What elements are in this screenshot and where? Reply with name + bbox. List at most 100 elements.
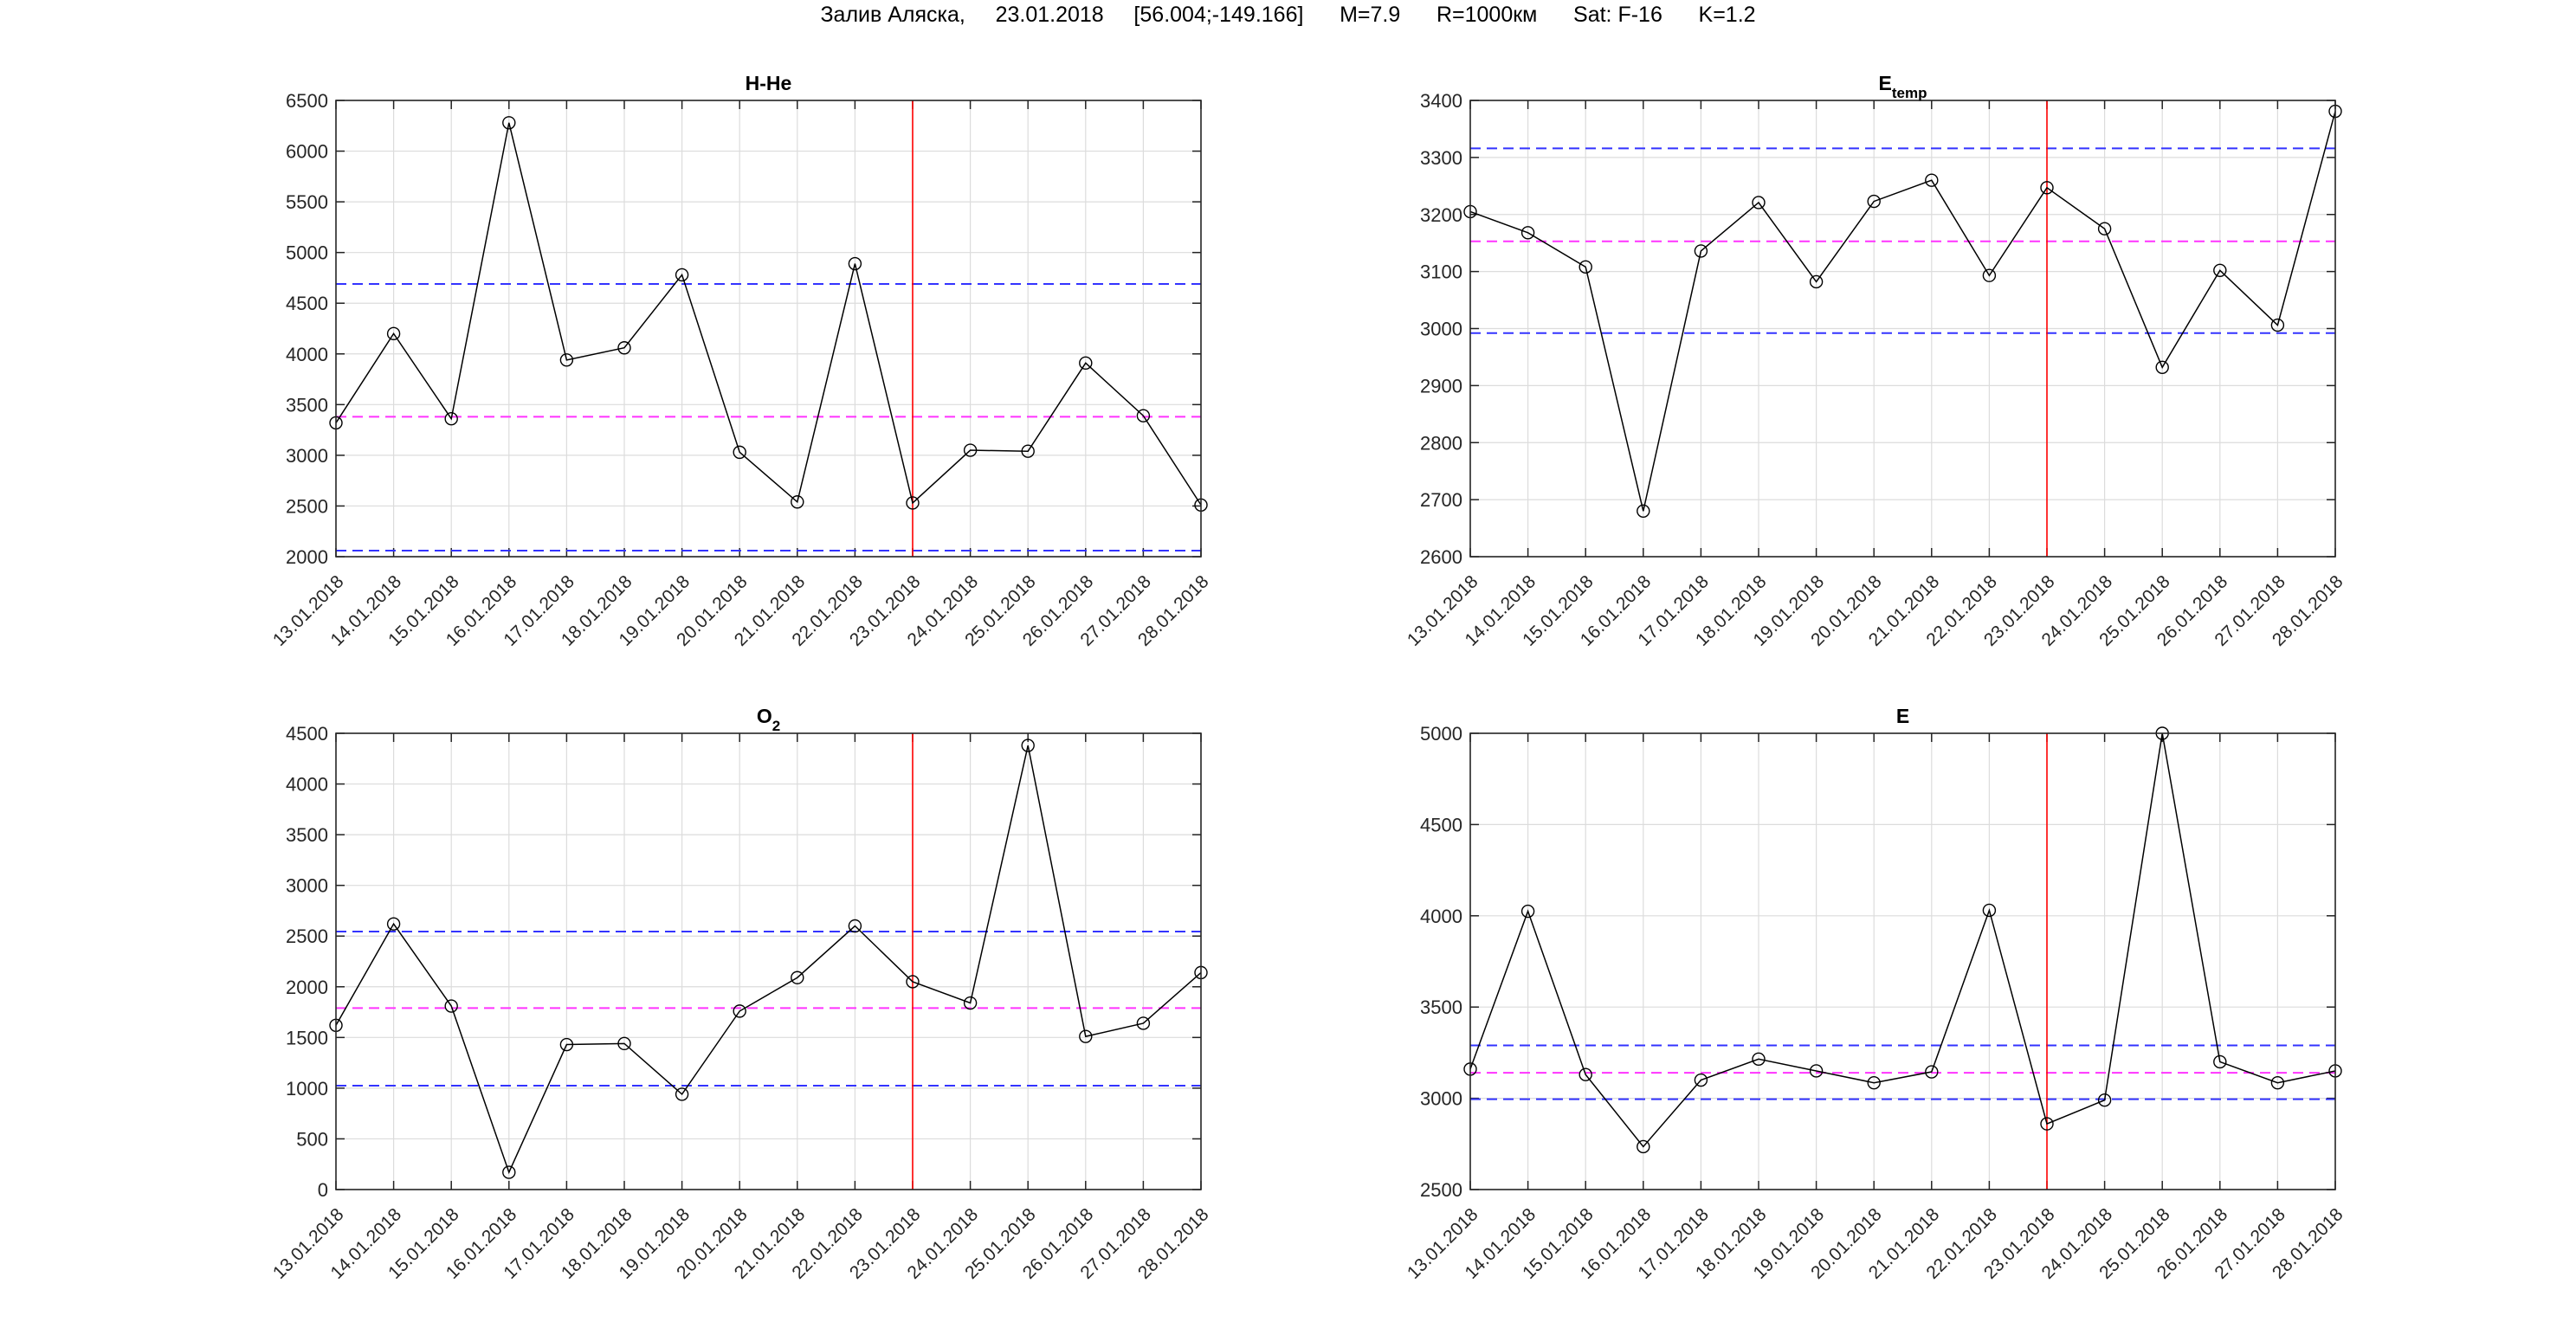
- y-tick-label: 4500: [286, 723, 328, 745]
- data-point: [502, 116, 516, 130]
- y-tick-label: 3200: [1420, 204, 1462, 226]
- y-tick-label: 2800: [1420, 432, 1462, 454]
- data-point: [1021, 738, 1035, 752]
- chart-title: E: [1896, 705, 1909, 727]
- data-point: [1136, 1016, 1151, 1030]
- data-point: [848, 256, 862, 271]
- y-tick-label: 0: [318, 1179, 328, 1201]
- chart-2: 05001000150020002500300035004000450013.0…: [269, 705, 1213, 1283]
- chart-3: 25003000350040004500500013.01.201814.01.…: [1404, 705, 2347, 1283]
- data-point: [2040, 1117, 2054, 1131]
- data-point: [906, 975, 920, 989]
- chart-title: Etemp: [1879, 72, 1927, 101]
- y-tick-label: 2700: [1420, 489, 1462, 511]
- y-tick-label: 2500: [1420, 1179, 1462, 1201]
- data-point: [2097, 222, 2112, 235]
- data-point: [1867, 194, 1881, 209]
- chart-title: O2: [757, 705, 780, 734]
- series-line: [1469, 732, 2336, 1148]
- data-point: [1694, 244, 1708, 258]
- y-tick-label: 3000: [286, 445, 328, 467]
- series-line: [1469, 111, 2336, 512]
- y-tick-label: 3000: [1420, 1088, 1462, 1110]
- chart-title-subscript: temp: [1892, 85, 1927, 101]
- y-tick-label: 4000: [286, 344, 328, 365]
- data-point: [444, 999, 458, 1013]
- data-point: [1637, 1139, 1650, 1154]
- data-point: [733, 445, 746, 460]
- axes-frame: [335, 732, 1202, 1190]
- axes-frame: [335, 100, 1202, 558]
- data-point: [675, 1087, 689, 1101]
- data-point: [617, 1036, 631, 1051]
- chart-1: 26002700280029003000310032003300340013.0…: [1404, 72, 2347, 650]
- data-point: [791, 495, 804, 509]
- chart-title-subscript: 2: [772, 718, 780, 734]
- data-point: [386, 326, 401, 341]
- y-tick-label: 5000: [1420, 723, 1462, 745]
- data-point: [2213, 1054, 2227, 1069]
- y-tick-label: 3300: [1420, 147, 1462, 169]
- data-point: [1925, 173, 1939, 187]
- data-point: [1520, 904, 1535, 919]
- y-tick-label: 5500: [286, 191, 328, 213]
- y-tick-label: 6000: [286, 141, 328, 163]
- y-tick-label: 2000: [286, 546, 328, 568]
- data-point: [617, 341, 631, 355]
- data-point: [2155, 360, 2169, 374]
- y-tick-label: 3500: [286, 394, 328, 416]
- chart-title-main: H-He: [746, 72, 792, 94]
- data-point: [1579, 1067, 1592, 1081]
- data-point: [1579, 260, 1592, 274]
- data-point: [444, 412, 458, 426]
- data-point: [1809, 274, 1824, 289]
- data-point: [1694, 1073, 1708, 1087]
- data-point: [906, 496, 920, 510]
- data-point: [1867, 1075, 1881, 1090]
- data-point: [1982, 268, 1997, 282]
- data-point: [1079, 1029, 1093, 1043]
- y-tick-label: 3400: [1420, 90, 1462, 112]
- series-line: [335, 745, 1202, 1175]
- figure-title: Залив Аляска, 23.01.2018 [56.004;-149.16…: [820, 3, 1756, 27]
- y-tick-label: 500: [296, 1128, 328, 1150]
- y-tick-label: 3500: [286, 824, 328, 846]
- data-point: [1637, 504, 1650, 518]
- data-point: [675, 268, 689, 282]
- y-tick-label: 6500: [286, 90, 328, 112]
- y-tick-label: 3500: [1420, 996, 1462, 1018]
- data-point: [2097, 1093, 2112, 1107]
- data-point: [559, 353, 574, 367]
- data-point: [1021, 444, 1035, 458]
- data-point: [1752, 1052, 1766, 1066]
- data-point: [1982, 903, 1997, 918]
- y-tick-label: 3000: [286, 875, 328, 897]
- data-point: [963, 443, 978, 457]
- data-point: [848, 919, 862, 933]
- chart-title-main: E: [1879, 72, 1892, 94]
- data-point: [1079, 356, 1093, 371]
- series-line: [335, 122, 1202, 506]
- y-tick-label: 2000: [286, 977, 328, 998]
- data-point: [1136, 409, 1151, 422]
- axes-frame: [1469, 100, 2336, 558]
- y-tick-label: 4000: [1420, 906, 1462, 927]
- y-tick-label: 3000: [1420, 319, 1462, 340]
- chart-title-main: E: [1896, 705, 1909, 727]
- y-tick-label: 2500: [286, 925, 328, 947]
- plot-area: [336, 733, 1201, 1190]
- data-point: [1809, 1064, 1824, 1078]
- chart-title: H-He: [746, 72, 792, 94]
- data-point: [2213, 263, 2227, 278]
- axes-frame: [1469, 732, 2336, 1190]
- y-tick-label: 3100: [1420, 261, 1462, 283]
- y-tick-label: 2600: [1420, 546, 1462, 568]
- y-tick-label: 1000: [286, 1078, 328, 1100]
- y-tick-label: 2900: [1420, 375, 1462, 397]
- data-point: [559, 1037, 574, 1052]
- data-point: [1520, 226, 1535, 240]
- data-point: [733, 1004, 746, 1018]
- y-tick-label: 4000: [286, 774, 328, 796]
- data-point: [791, 971, 804, 984]
- y-tick-label: 4500: [286, 293, 328, 314]
